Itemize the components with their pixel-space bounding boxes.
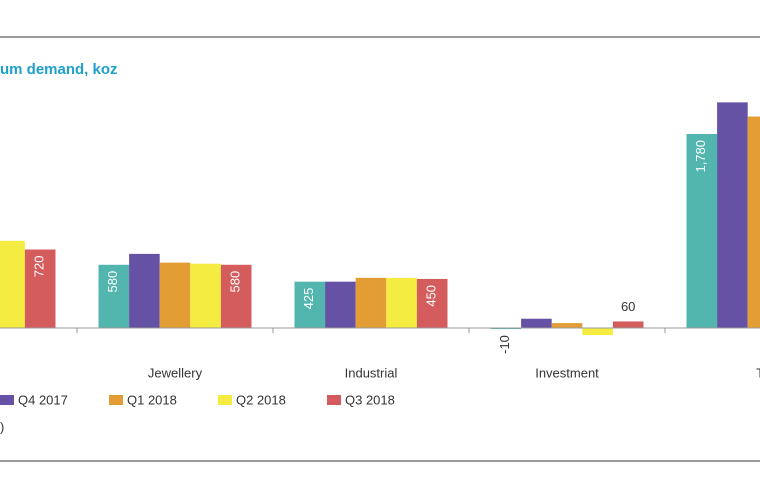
value-label: 60 <box>621 299 635 314</box>
bar <box>24 249 56 328</box>
chart-title: um demand, koz <box>0 61 118 78</box>
x-tick-label: Jewellery <box>148 365 203 380</box>
note: ) <box>0 419 4 434</box>
bar <box>416 278 448 328</box>
legend-swatch <box>109 395 123 405</box>
bar <box>294 281 326 328</box>
bar <box>220 264 252 328</box>
x-tick-label: Industrial <box>345 365 398 380</box>
value-label: 720 <box>32 256 47 278</box>
legend-swatch <box>327 395 341 405</box>
value-label: 580 <box>105 271 120 293</box>
value-label: 580 <box>228 271 243 293</box>
bar <box>0 240 25 328</box>
bar <box>325 281 356 328</box>
legend-label: Q1 2018 <box>127 392 177 407</box>
bar <box>612 321 644 328</box>
bar <box>686 133 718 328</box>
bar <box>159 262 191 328</box>
legend-label: Q2 2018 <box>236 392 286 407</box>
bar <box>490 328 522 330</box>
legend-swatch <box>0 395 14 405</box>
legend-label: Q4 2017 <box>18 392 68 407</box>
x-tick-label: To <box>756 365 760 380</box>
legend-swatch <box>218 395 232 405</box>
bar <box>717 102 748 329</box>
bar <box>355 277 387 328</box>
bar <box>98 264 130 328</box>
value-label: -10 <box>497 335 512 354</box>
legend-label: Q3 2018 <box>345 392 395 407</box>
bar <box>129 253 160 328</box>
bar <box>386 277 417 328</box>
bar <box>582 328 613 336</box>
bar <box>521 318 552 328</box>
bar <box>747 116 760 328</box>
value-label: 425 <box>301 288 316 310</box>
value-label: 450 <box>424 285 439 307</box>
bar <box>551 323 583 328</box>
value-label: 1,780 <box>693 140 708 173</box>
bar <box>190 263 221 328</box>
x-tick-label: Investment <box>535 365 599 380</box>
